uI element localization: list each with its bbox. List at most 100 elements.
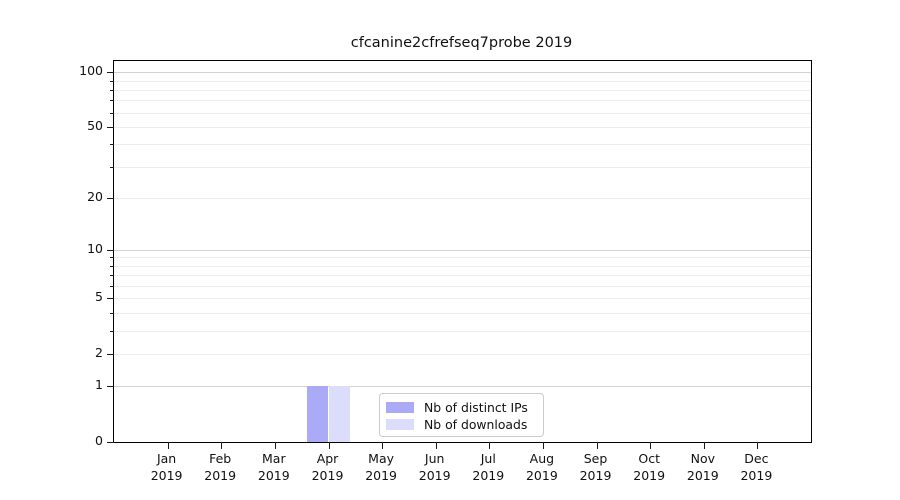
x-tick-label-month: Sep: [583, 451, 608, 466]
x-axis-tick: [542, 442, 544, 449]
y-gridline-minor: [114, 126, 811, 128]
x-tick-label: Aug 2019: [512, 451, 572, 484]
y-axis-tick: [107, 72, 114, 74]
y-axis-minor-tick: [110, 100, 114, 102]
y-axis-tick: [107, 386, 114, 388]
y-gridline-minor: [114, 80, 811, 82]
y-tick-label: 20: [87, 189, 103, 204]
bar: [328, 386, 350, 442]
x-tick-label-month: May: [368, 451, 395, 466]
x-axis-tick: [489, 442, 491, 449]
y-gridline-minor: [114, 198, 811, 199]
y-gridline-minor: [114, 313, 811, 314]
x-tick-label: Jun 2019: [405, 451, 465, 484]
y-axis-minor-tick: [110, 330, 114, 332]
x-tick-label-year: 2019: [472, 467, 505, 483]
y-gridline-major: [114, 249, 811, 251]
y-gridline-major: [114, 386, 811, 388]
x-tick-label-month: Feb: [209, 451, 232, 466]
y-axis-tick: [107, 126, 114, 128]
x-tick-label: May 2019: [351, 451, 411, 484]
y-axis-minor-tick: [110, 166, 114, 168]
legend-swatch: [386, 419, 414, 430]
x-tick-label-year: 2019: [418, 467, 451, 483]
y-tick-label: 0: [95, 433, 103, 448]
y-gridline-minor: [114, 286, 811, 287]
x-tick-label-year: 2019: [740, 467, 773, 483]
y-axis-minor-tick: [110, 265, 114, 267]
y-tick-label: 50: [87, 117, 103, 133]
y-axis-tick: [107, 442, 114, 443]
y-gridline-minor: [114, 100, 811, 102]
x-axis-tick: [167, 442, 169, 449]
y-axis-minor-tick: [110, 313, 114, 314]
x-tick-label-month: Apr: [316, 451, 339, 466]
x-tick-label: Feb 2019: [190, 451, 250, 484]
x-tick-label: Jul 2019: [458, 451, 518, 484]
y-tick-label: 2: [95, 344, 103, 360]
x-axis-tick: [328, 442, 330, 449]
bar: [307, 386, 329, 442]
y-axis-minor-tick: [110, 112, 114, 114]
x-tick-label-month: Oct: [638, 451, 660, 466]
x-tick-label-month: Jun: [424, 451, 445, 466]
y-tick-label: 1: [95, 377, 103, 393]
x-tick-label-month: Dec: [744, 451, 769, 466]
y-axis-tick: [107, 353, 114, 355]
x-tick-label: Nov 2019: [673, 451, 733, 484]
y-gridline-minor: [114, 89, 811, 91]
x-axis-tick: [382, 442, 384, 449]
x-tick-label-year: 2019: [150, 467, 183, 483]
x-tick-label-year: 2019: [257, 467, 290, 483]
x-axis-tick: [596, 442, 598, 449]
legend-row: Nb of distinct IPs: [386, 399, 537, 416]
y-axis-minor-tick: [110, 80, 114, 82]
x-tick-label-month: Mar: [262, 451, 286, 466]
x-tick-label-year: 2019: [525, 467, 558, 483]
x-tick-label: Oct 2019: [619, 451, 679, 484]
legend: Nb of distinct IPs Nb of downloads: [379, 393, 544, 437]
plot-area: Nb of distinct IPs Nb of downloads: [107, 60, 812, 449]
y-tick-label: 100: [79, 63, 103, 79]
x-tick-label: Apr 2019: [298, 451, 358, 484]
legend-row: Nb of downloads: [386, 416, 537, 433]
x-axis-tick: [221, 442, 223, 449]
x-tick-label: Sep 2019: [566, 451, 626, 484]
x-axis-tick: [703, 442, 705, 449]
x-tick-label-year: 2019: [579, 467, 612, 483]
x-tick-label-year: 2019: [633, 467, 666, 483]
y-gridline-minor: [114, 257, 811, 259]
y-gridline-minor: [114, 353, 811, 355]
y-axis-tick: [107, 198, 114, 199]
y-gridline-minor: [114, 166, 811, 168]
y-tick-label: 10: [87, 240, 103, 256]
y-gridline-minor: [114, 298, 811, 300]
y-axis-minor-tick: [110, 144, 114, 146]
x-tick-label: Jan 2019: [137, 451, 197, 484]
x-tick-label-month: Aug: [529, 451, 555, 466]
legend-label: Nb of distinct IPs: [424, 400, 528, 415]
x-axis-tick: [650, 442, 652, 449]
y-axis-minor-tick: [110, 89, 114, 91]
y-axis-tick: [107, 249, 114, 251]
legend-swatch: [386, 402, 414, 413]
x-tick-label-month: Jan: [156, 451, 177, 466]
y-axis-tick: [107, 298, 114, 300]
chart-title: cfcanine2cfrefseq7probe 2019: [350, 35, 573, 51]
x-axis-tick: [274, 442, 276, 449]
y-axis-minor-tick: [110, 257, 114, 259]
y-gridline-minor: [114, 330, 811, 332]
y-axis-minor-tick: [110, 275, 114, 277]
x-tick-label-month: Nov: [690, 451, 715, 466]
y-gridline-minor: [114, 275, 811, 277]
y-gridline-minor: [114, 265, 811, 267]
y-gridline-major: [114, 72, 811, 74]
x-tick-label-year: 2019: [204, 467, 237, 483]
x-tick-label-year: 2019: [311, 467, 344, 483]
x-tick-label-year: 2019: [686, 467, 719, 483]
x-axis-tick: [435, 442, 437, 449]
y-axis-minor-tick: [110, 286, 114, 287]
y-gridline-minor: [114, 144, 811, 146]
x-tick-label: Mar 2019: [244, 451, 304, 484]
